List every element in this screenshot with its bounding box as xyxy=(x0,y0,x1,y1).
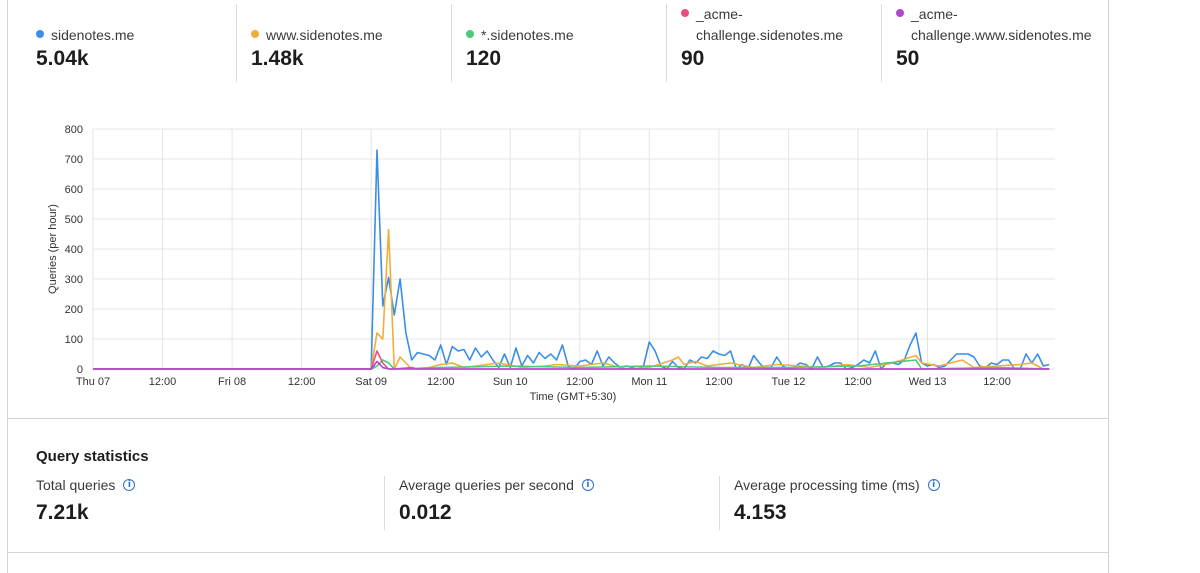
info-icon[interactable]: i xyxy=(123,479,136,491)
y-tick-label: 400 xyxy=(65,244,83,256)
info-icon[interactable]: i xyxy=(927,479,940,491)
legend-value: 120 xyxy=(466,47,502,70)
legend-item[interactable]: www.sidenotes.me 1.48k xyxy=(236,0,461,84)
divider xyxy=(236,4,237,82)
x-tick-label: 12:00 xyxy=(288,376,316,388)
y-tick-label: 200 xyxy=(65,304,83,316)
x-tick-label: 12:00 xyxy=(983,376,1011,388)
legend-label: _acme-challenge.sidenotes.me xyxy=(696,6,844,43)
x-axis-title: Time (GMT+5:30) xyxy=(530,391,617,403)
divider xyxy=(666,4,667,82)
legend-value: 5.04k xyxy=(36,47,89,70)
divider xyxy=(719,476,720,530)
y-axis-title: Queries (per hour) xyxy=(47,204,59,294)
stat-total-queries: Total queries i 7.21k xyxy=(36,477,136,525)
y-tick-label: 800 xyxy=(65,124,83,136)
legend-dot xyxy=(251,30,259,38)
query-statistics-title: Query statistics xyxy=(36,448,149,465)
legend-item[interactable]: _acme-challenge.sidenotes.me 90 xyxy=(666,0,881,84)
stat-average-queries-per-second: Average queries per second i 0.012 xyxy=(399,477,594,525)
dns-analytics-panel: sidenotes.me 5.04k www.sidenotes.me 1.48k *.… xyxy=(7,0,1109,419)
info-icon[interactable]: i xyxy=(581,479,594,491)
legend-label: _acme-challenge.www.sidenotes.me xyxy=(911,6,1092,43)
y-tick-label: 600 xyxy=(65,184,83,196)
x-tick-label: 12:00 xyxy=(149,376,177,388)
y-tick-label: 500 xyxy=(65,214,83,226)
divider xyxy=(881,4,882,82)
queries-line-chart: 0 100 200 300 400 500 600 700 800 Thu 07 12:00 Fri … xyxy=(47,124,1055,403)
x-tick-label: 12:00 xyxy=(427,376,455,388)
stat-value: 4.153 xyxy=(734,501,787,524)
series-line xyxy=(93,149,1050,370)
x-tick-label: Tue 12 xyxy=(771,376,805,388)
series-line xyxy=(93,350,1050,370)
x-tick-label: Fri 08 xyxy=(218,376,246,388)
y-tick-label: 700 xyxy=(65,154,83,166)
stat-value: 7.21k xyxy=(36,501,89,524)
x-tick-label: Mon 11 xyxy=(631,376,667,388)
stat-value: 0.012 xyxy=(399,501,452,524)
legend-value: 90 xyxy=(681,47,705,70)
stat-label: Average processing time (ms) xyxy=(734,477,920,493)
stat-label: Average queries per second xyxy=(399,477,574,493)
x-tick-label: 12:00 xyxy=(705,376,733,388)
legend-value: 50 xyxy=(896,47,920,70)
legend-item[interactable]: *.sidenotes.me 120 xyxy=(451,0,636,84)
x-tick-label: Sun 10 xyxy=(493,376,528,388)
y-tick-label: 0 xyxy=(77,364,83,376)
legend-dot xyxy=(466,30,474,38)
series-line xyxy=(93,228,1050,370)
x-tick-label: Thu 07 xyxy=(76,376,110,388)
legend-item[interactable]: sidenotes.me 5.04k xyxy=(36,0,134,84)
y-tick-label: 300 xyxy=(65,274,83,286)
legend-item[interactable]: _acme-challenge.www.sidenotes.me 50 xyxy=(881,0,1106,84)
divider xyxy=(384,476,385,530)
legend-dot xyxy=(896,9,904,17)
legend-label: www.sidenotes.me xyxy=(266,27,383,43)
query-statistics-panel: Query statistics Total queries i 7.21k Av… xyxy=(7,419,1109,553)
legend-label: *.sidenotes.me xyxy=(481,27,574,43)
stat-average-processing-time: Average processing time (ms) i 4.153 xyxy=(734,477,940,525)
y-tick-label: 100 xyxy=(65,334,83,346)
x-tick-label: Sat 09 xyxy=(355,376,387,388)
stat-label: Total queries xyxy=(36,477,116,493)
x-tick-label: 12:00 xyxy=(566,376,594,388)
divider xyxy=(451,4,452,82)
legend-value: 1.48k xyxy=(251,47,304,70)
legend-dot xyxy=(36,30,44,38)
x-tick-label: Wed 13 xyxy=(909,376,947,388)
next-panel xyxy=(7,553,1109,573)
legend-label: sidenotes.me xyxy=(51,27,135,43)
x-tick-label: 12:00 xyxy=(844,376,872,388)
series-line xyxy=(93,360,1050,370)
legend-dot xyxy=(681,9,689,17)
series-line xyxy=(93,359,1050,370)
